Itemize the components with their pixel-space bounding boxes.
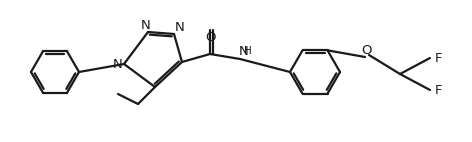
- Text: N: N: [113, 58, 123, 70]
- Text: H: H: [244, 46, 252, 56]
- Text: F: F: [435, 52, 442, 64]
- Text: N: N: [175, 20, 185, 34]
- Text: O: O: [362, 43, 372, 57]
- Text: N: N: [141, 18, 151, 32]
- Text: O: O: [205, 31, 215, 43]
- Text: F: F: [435, 83, 442, 97]
- Text: N: N: [239, 44, 249, 58]
